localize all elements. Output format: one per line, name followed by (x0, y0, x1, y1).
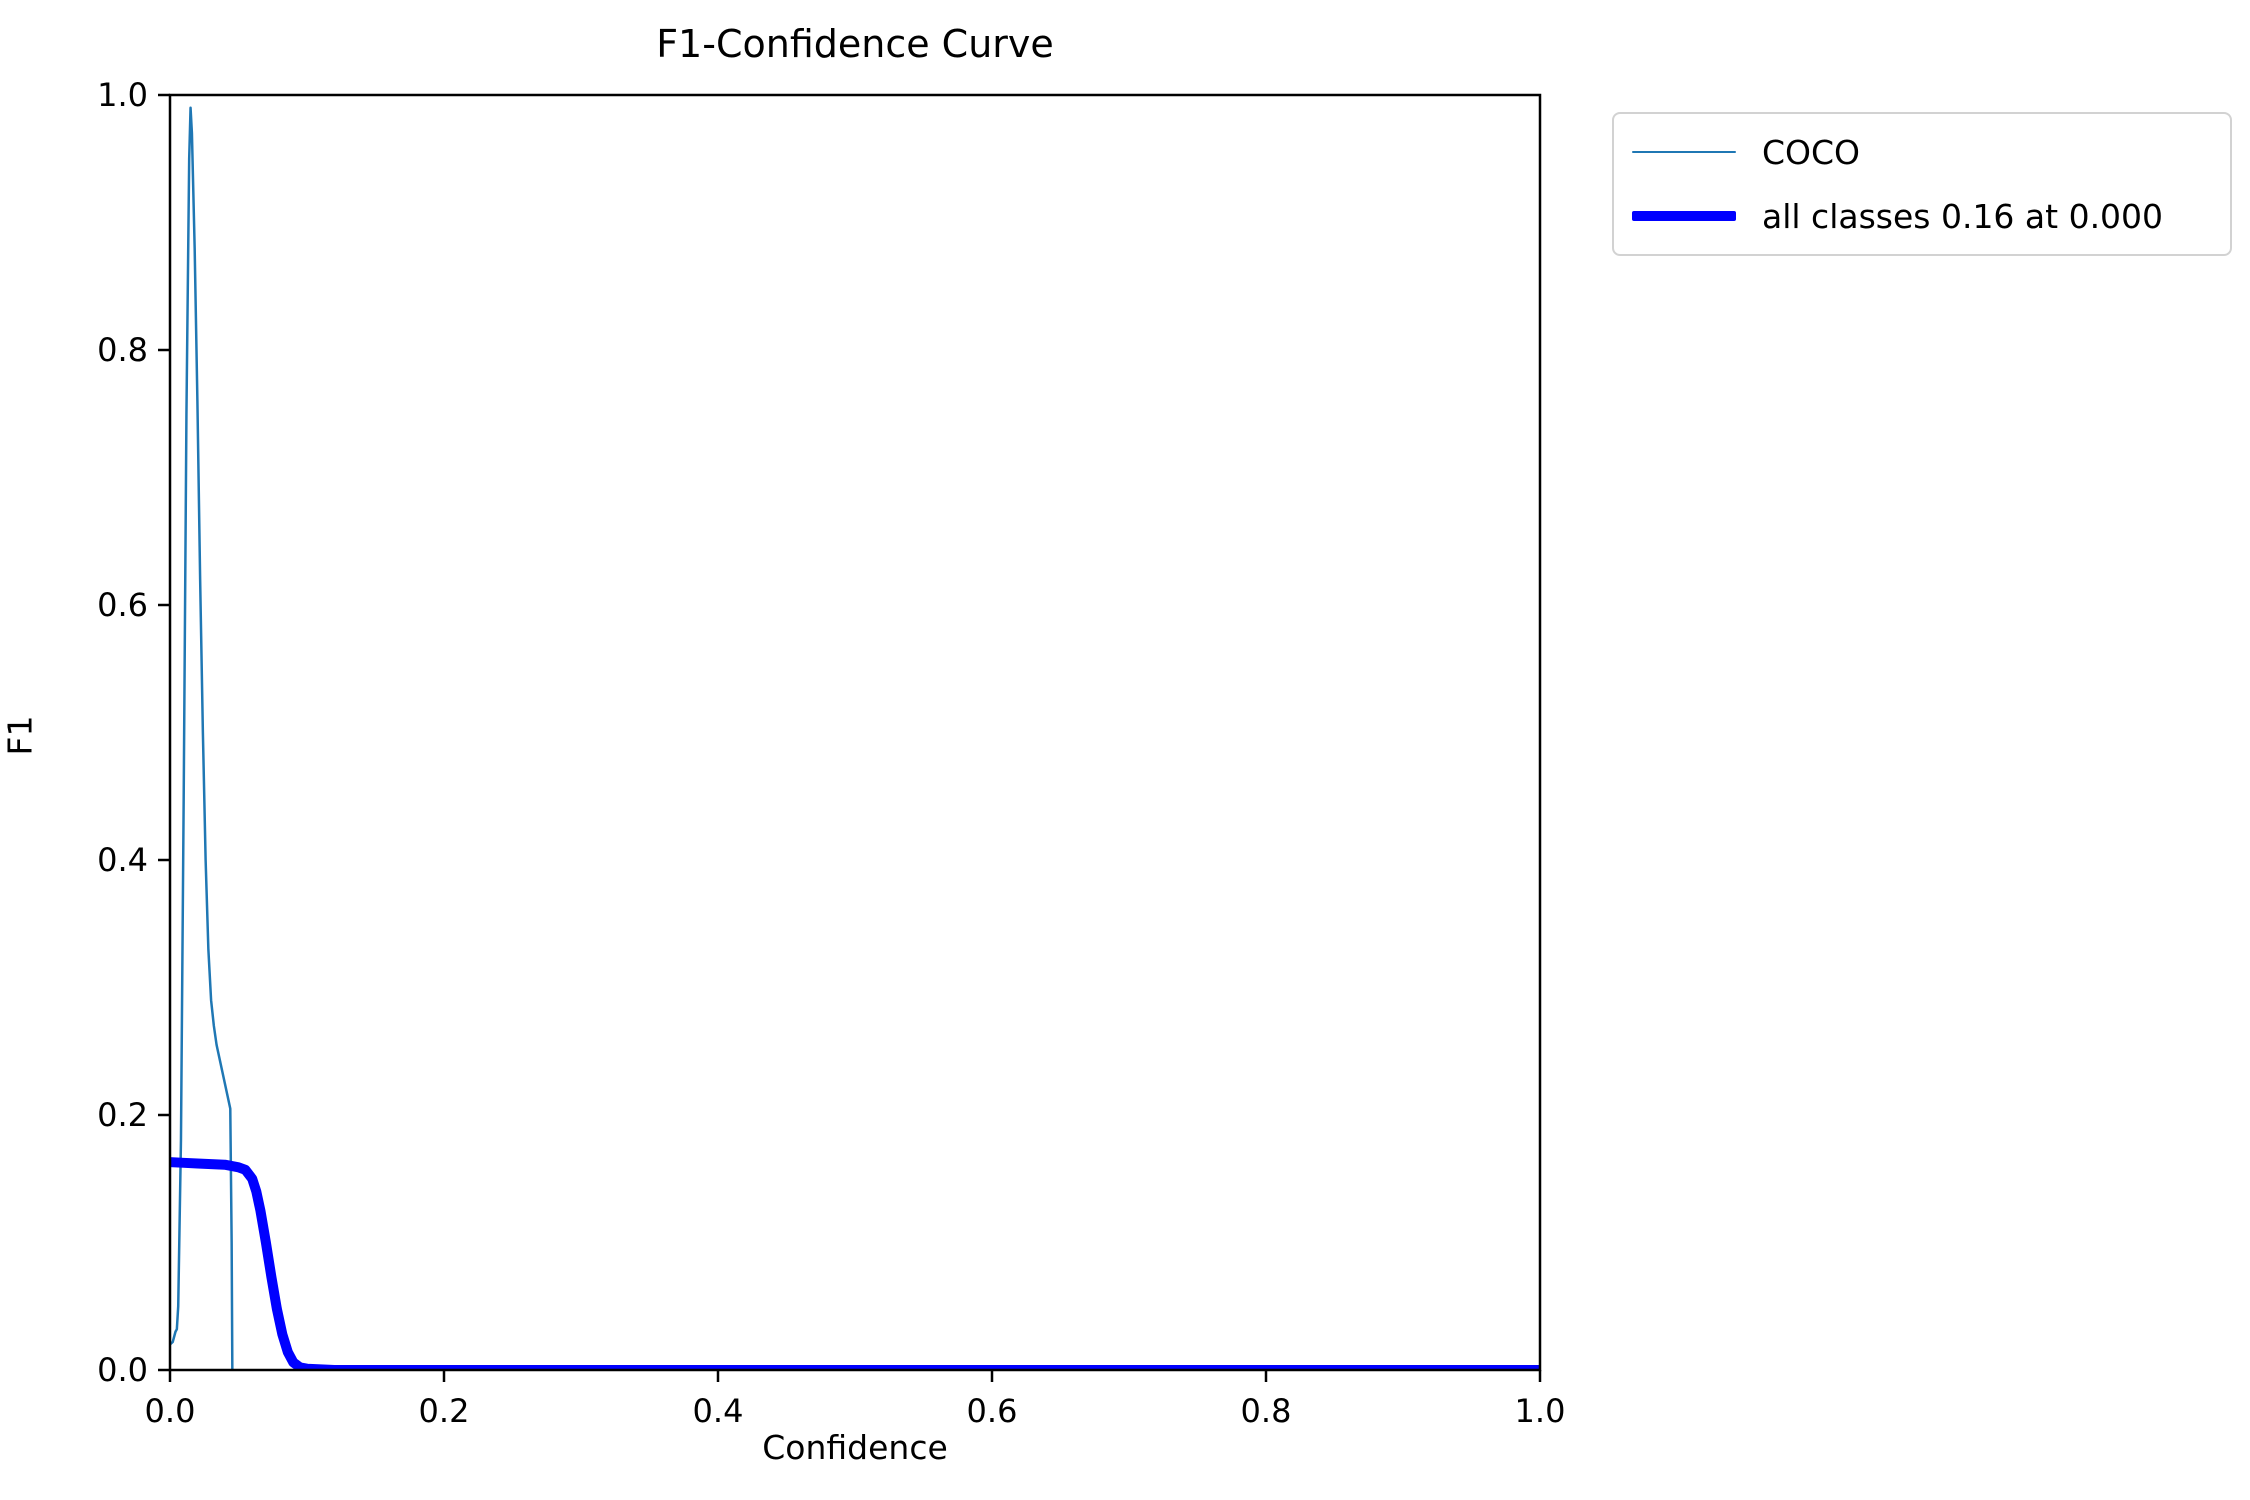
legend: COCO all classes 0.16 at 0.000 (1612, 112, 2232, 256)
x-axis-label: Confidence (762, 1428, 948, 1467)
x-tick-label: 0.2 (419, 1392, 470, 1430)
plot-border (168, 93, 1542, 1372)
y-tick-label: 0.8 (97, 331, 148, 369)
legend-label-all-classes: all classes 0.16 at 0.000 (1762, 196, 2164, 236)
x-tick-label: 1.0 (1515, 1392, 1566, 1430)
y-tick-label: 0.4 (97, 841, 148, 879)
x-tick-label: 0.4 (693, 1392, 744, 1430)
y-tick-label: 0.0 (97, 1351, 148, 1389)
legend-row-all-classes: all classes 0.16 at 0.000 (1632, 192, 2212, 240)
chart-title: F1-Confidence Curve (656, 22, 1054, 66)
y-tick-label: 0.6 (97, 586, 148, 624)
legend-label-coco: COCO (1762, 132, 1861, 172)
all-classes-line-sample-icon (1632, 211, 1736, 221)
x-tick-label: 0.6 (967, 1392, 1018, 1430)
series-line-all-classes (170, 1157, 1540, 1370)
y-tick-label: 1.0 (97, 76, 148, 114)
y-axis-label: F1 (0, 715, 40, 756)
y-tick-label: 0.2 (97, 1096, 148, 1134)
x-tick-label: 0.8 (1241, 1392, 1292, 1430)
x-tick-label: 0.0 (145, 1392, 196, 1430)
series-line-coco (170, 106, 234, 1370)
legend-row-coco: COCO (1632, 128, 2212, 176)
coco-line-sample-icon (1632, 150, 1736, 154)
